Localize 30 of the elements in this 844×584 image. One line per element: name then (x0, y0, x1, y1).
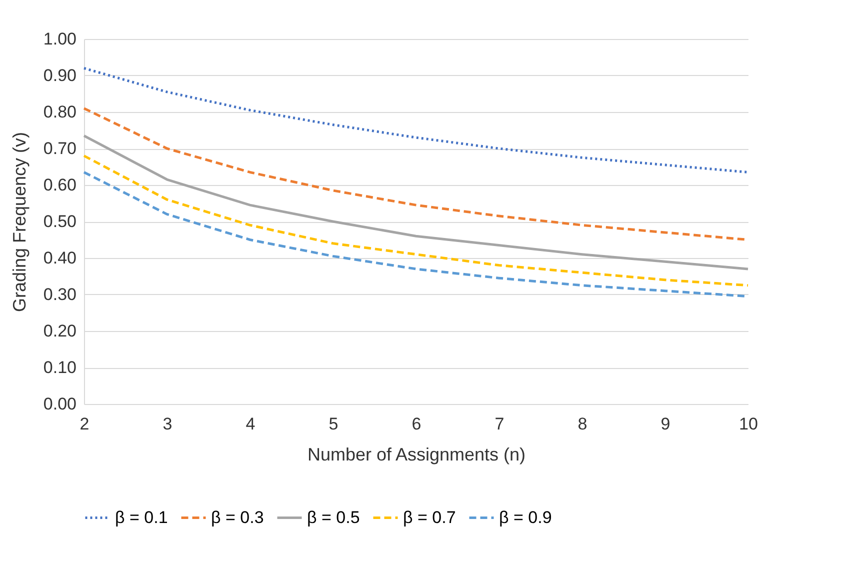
y-tick-label: 0.00 (43, 394, 76, 414)
y-axis-title: Grading Frequency (v) (9, 132, 30, 312)
y-tick-label: 0.10 (43, 358, 76, 377)
y-tick-label: 0.80 (43, 102, 76, 122)
y-tick-label: 0.70 (43, 139, 76, 158)
line-series (82, 134, 750, 270)
x-tick-label: 10 (739, 414, 758, 434)
legend-label: β = 0.5 (307, 508, 360, 527)
y-tick-label: 0.50 (43, 212, 76, 231)
legend-label: β = 0.9 (499, 508, 552, 527)
x-tick-label: 5 (328, 414, 338, 434)
y-tick-label: 0.90 (43, 66, 76, 85)
line-series (82, 154, 750, 287)
line-series (82, 66, 750, 174)
x-tick-label: 8 (578, 414, 588, 434)
x-axis-title: Number of Assignments (n) (307, 444, 526, 464)
x-tick-label: 7 (494, 414, 504, 434)
legend-label: β = 0.7 (403, 508, 456, 527)
y-tick-label: 0.20 (43, 322, 76, 340)
y-tick-label: 0.30 (43, 285, 76, 304)
y-tick-label: 0.60 (43, 176, 76, 194)
y-tick-label: 0.40 (43, 248, 76, 268)
legend-label: β = 0.1 (115, 508, 168, 527)
x-tick-label: 4 (246, 414, 256, 434)
x-tick-label: 6 (412, 414, 422, 434)
x-tick-label: 9 (660, 414, 670, 434)
x-tick-label: 2 (80, 414, 90, 434)
y-tick-label: 1.00 (43, 30, 76, 48)
legend-label: β = 0.3 (211, 508, 264, 527)
x-tick-label: 3 (162, 414, 172, 434)
